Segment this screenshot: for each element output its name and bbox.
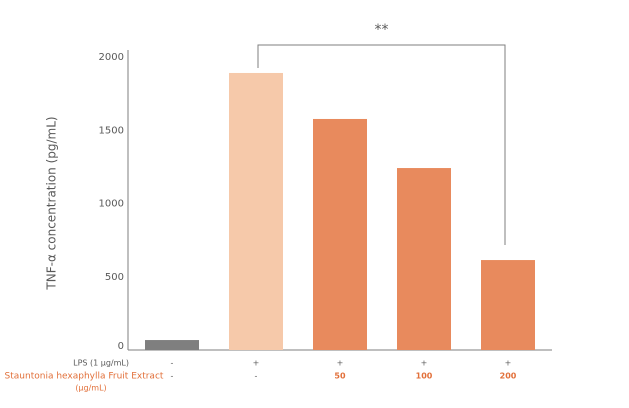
condition-value: +: [421, 359, 428, 368]
bar: [481, 260, 535, 350]
y-tick-label: 2000: [99, 52, 124, 63]
condition-value: 100: [416, 372, 433, 381]
condition-label: Stauntonia hexaphylla Fruit Extract: [5, 372, 164, 382]
condition-value: -: [171, 359, 174, 368]
y-tick-label: 1500: [99, 125, 124, 136]
y-tick-label: 1000: [99, 199, 124, 210]
bar: [229, 72, 283, 350]
condition-value: +: [505, 359, 512, 368]
condition-value: -: [255, 372, 258, 381]
condition-label: LPS (1 μg/mL): [73, 359, 129, 368]
condition-value: 50: [334, 372, 346, 381]
y-axis-label: TNF-α concentration (pg/mL): [45, 116, 59, 290]
bar: [145, 340, 199, 350]
condition-value: -: [171, 372, 174, 381]
bar: [313, 118, 367, 350]
significance-label: **: [375, 22, 389, 38]
y-tick-label: 500: [105, 272, 124, 283]
condition-value: +: [337, 359, 344, 368]
bar: [397, 168, 451, 350]
condition-unit: (μg/mL): [75, 384, 106, 393]
significance-bracket: [257, 44, 506, 246]
y-tick-label: 0: [118, 341, 124, 352]
condition-value: +: [253, 359, 260, 368]
condition-value: 200: [500, 372, 517, 381]
